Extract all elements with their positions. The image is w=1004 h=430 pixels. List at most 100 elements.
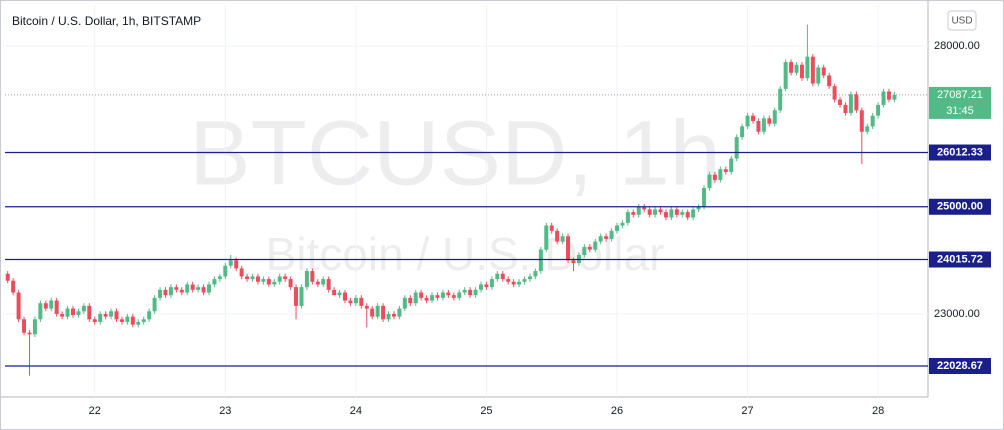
candle-body — [527, 276, 532, 280]
candle-body — [370, 308, 375, 317]
candle-body — [821, 67, 826, 76]
candle-body — [751, 115, 755, 122]
candle-body — [805, 56, 810, 79]
candle-body — [158, 289, 163, 298]
candle-body — [702, 188, 707, 207]
candle-body — [16, 292, 21, 320]
candle-body — [712, 174, 717, 180]
candle-body — [658, 209, 663, 213]
candle-body — [272, 281, 277, 285]
candle-body — [239, 268, 244, 277]
candle-body — [163, 289, 168, 296]
candle-body — [288, 279, 293, 288]
candle-body — [609, 230, 614, 239]
candle-body — [250, 276, 255, 280]
candle-body — [843, 104, 848, 113]
candle-body — [854, 94, 859, 111]
candle-body — [397, 308, 402, 317]
candle-body — [881, 91, 886, 105]
candle-body — [119, 319, 124, 322]
candle-body — [598, 236, 603, 242]
candle-body — [81, 305, 86, 312]
candle-body — [98, 313, 103, 322]
candle-body — [587, 246, 592, 250]
candle-body — [141, 319, 146, 322]
candle-body — [680, 212, 685, 215]
candle-body — [745, 115, 750, 127]
candle-body — [332, 289, 337, 296]
candle-body — [402, 297, 407, 309]
candle-body — [92, 319, 97, 322]
candle-body — [473, 289, 478, 296]
x-tick-label: 27 — [741, 405, 753, 417]
candle-body — [179, 289, 184, 293]
candle-body — [544, 225, 549, 250]
candle-body — [60, 313, 65, 317]
candle-body — [816, 67, 821, 84]
candle-body — [859, 110, 864, 132]
candle-body — [125, 316, 130, 322]
candle-body — [261, 279, 266, 282]
candle-body — [419, 292, 424, 298]
candle-body — [832, 86, 837, 100]
candle-body — [489, 279, 494, 288]
x-tick-label: 22 — [89, 405, 101, 417]
candle-body — [723, 169, 728, 172]
candle-body — [756, 121, 761, 132]
level-label: 26012.33 — [937, 146, 983, 158]
candle-body — [729, 158, 734, 172]
candle-body — [299, 287, 304, 306]
candle-body — [582, 246, 587, 255]
candle-body — [696, 206, 701, 210]
candle-body — [674, 209, 679, 215]
candle-body — [185, 284, 190, 293]
currency-label[interactable]: USD — [951, 16, 972, 27]
last-price-label: 27087.21 — [937, 89, 983, 101]
candle-body — [642, 206, 647, 210]
candle-body — [571, 260, 576, 264]
level-label-box — [929, 251, 991, 268]
y-tick-label: 23000.00 — [934, 308, 980, 320]
candle-body — [783, 62, 788, 89]
candle-body — [566, 236, 571, 261]
candle-body — [65, 308, 70, 317]
candle-body — [778, 88, 783, 111]
candle-body — [11, 280, 16, 293]
candle-body — [413, 292, 418, 304]
candle-body — [604, 236, 609, 239]
candle-body — [870, 115, 875, 127]
candle-body — [277, 276, 282, 282]
candle-body — [620, 222, 625, 226]
candle-body — [435, 295, 440, 298]
candle-body — [130, 316, 135, 325]
x-tick-label: 26 — [611, 405, 623, 417]
candle-body — [27, 332, 32, 335]
candle-body — [549, 225, 554, 231]
x-tick-label: 25 — [480, 405, 492, 417]
candle-body — [865, 126, 870, 132]
x-tick-label: 24 — [350, 405, 362, 417]
candle-body — [375, 305, 380, 317]
candle-body — [217, 276, 222, 280]
level-label: 24015.72 — [937, 253, 983, 265]
candle-body — [740, 126, 745, 138]
chart-title: Bitcoin / U.S. Dollar, 1h, BITSTAMP — [12, 14, 201, 28]
candle-body — [887, 91, 891, 100]
candle-body — [734, 137, 739, 159]
candle-body — [71, 308, 75, 316]
candle-body — [32, 319, 37, 335]
candle-body — [669, 209, 674, 218]
candle-body — [310, 271, 315, 282]
candle-body — [794, 64, 799, 73]
candle-body — [337, 292, 342, 296]
currency-button[interactable] — [947, 10, 977, 31]
level-label: 25000.00 — [937, 201, 983, 213]
x-tick-label: 28 — [872, 405, 884, 417]
candle-body — [147, 311, 152, 320]
candle-body — [266, 279, 271, 285]
candle-body — [190, 284, 195, 290]
candle-body — [87, 305, 92, 320]
candle-body — [54, 300, 59, 314]
candle-body — [653, 209, 658, 215]
